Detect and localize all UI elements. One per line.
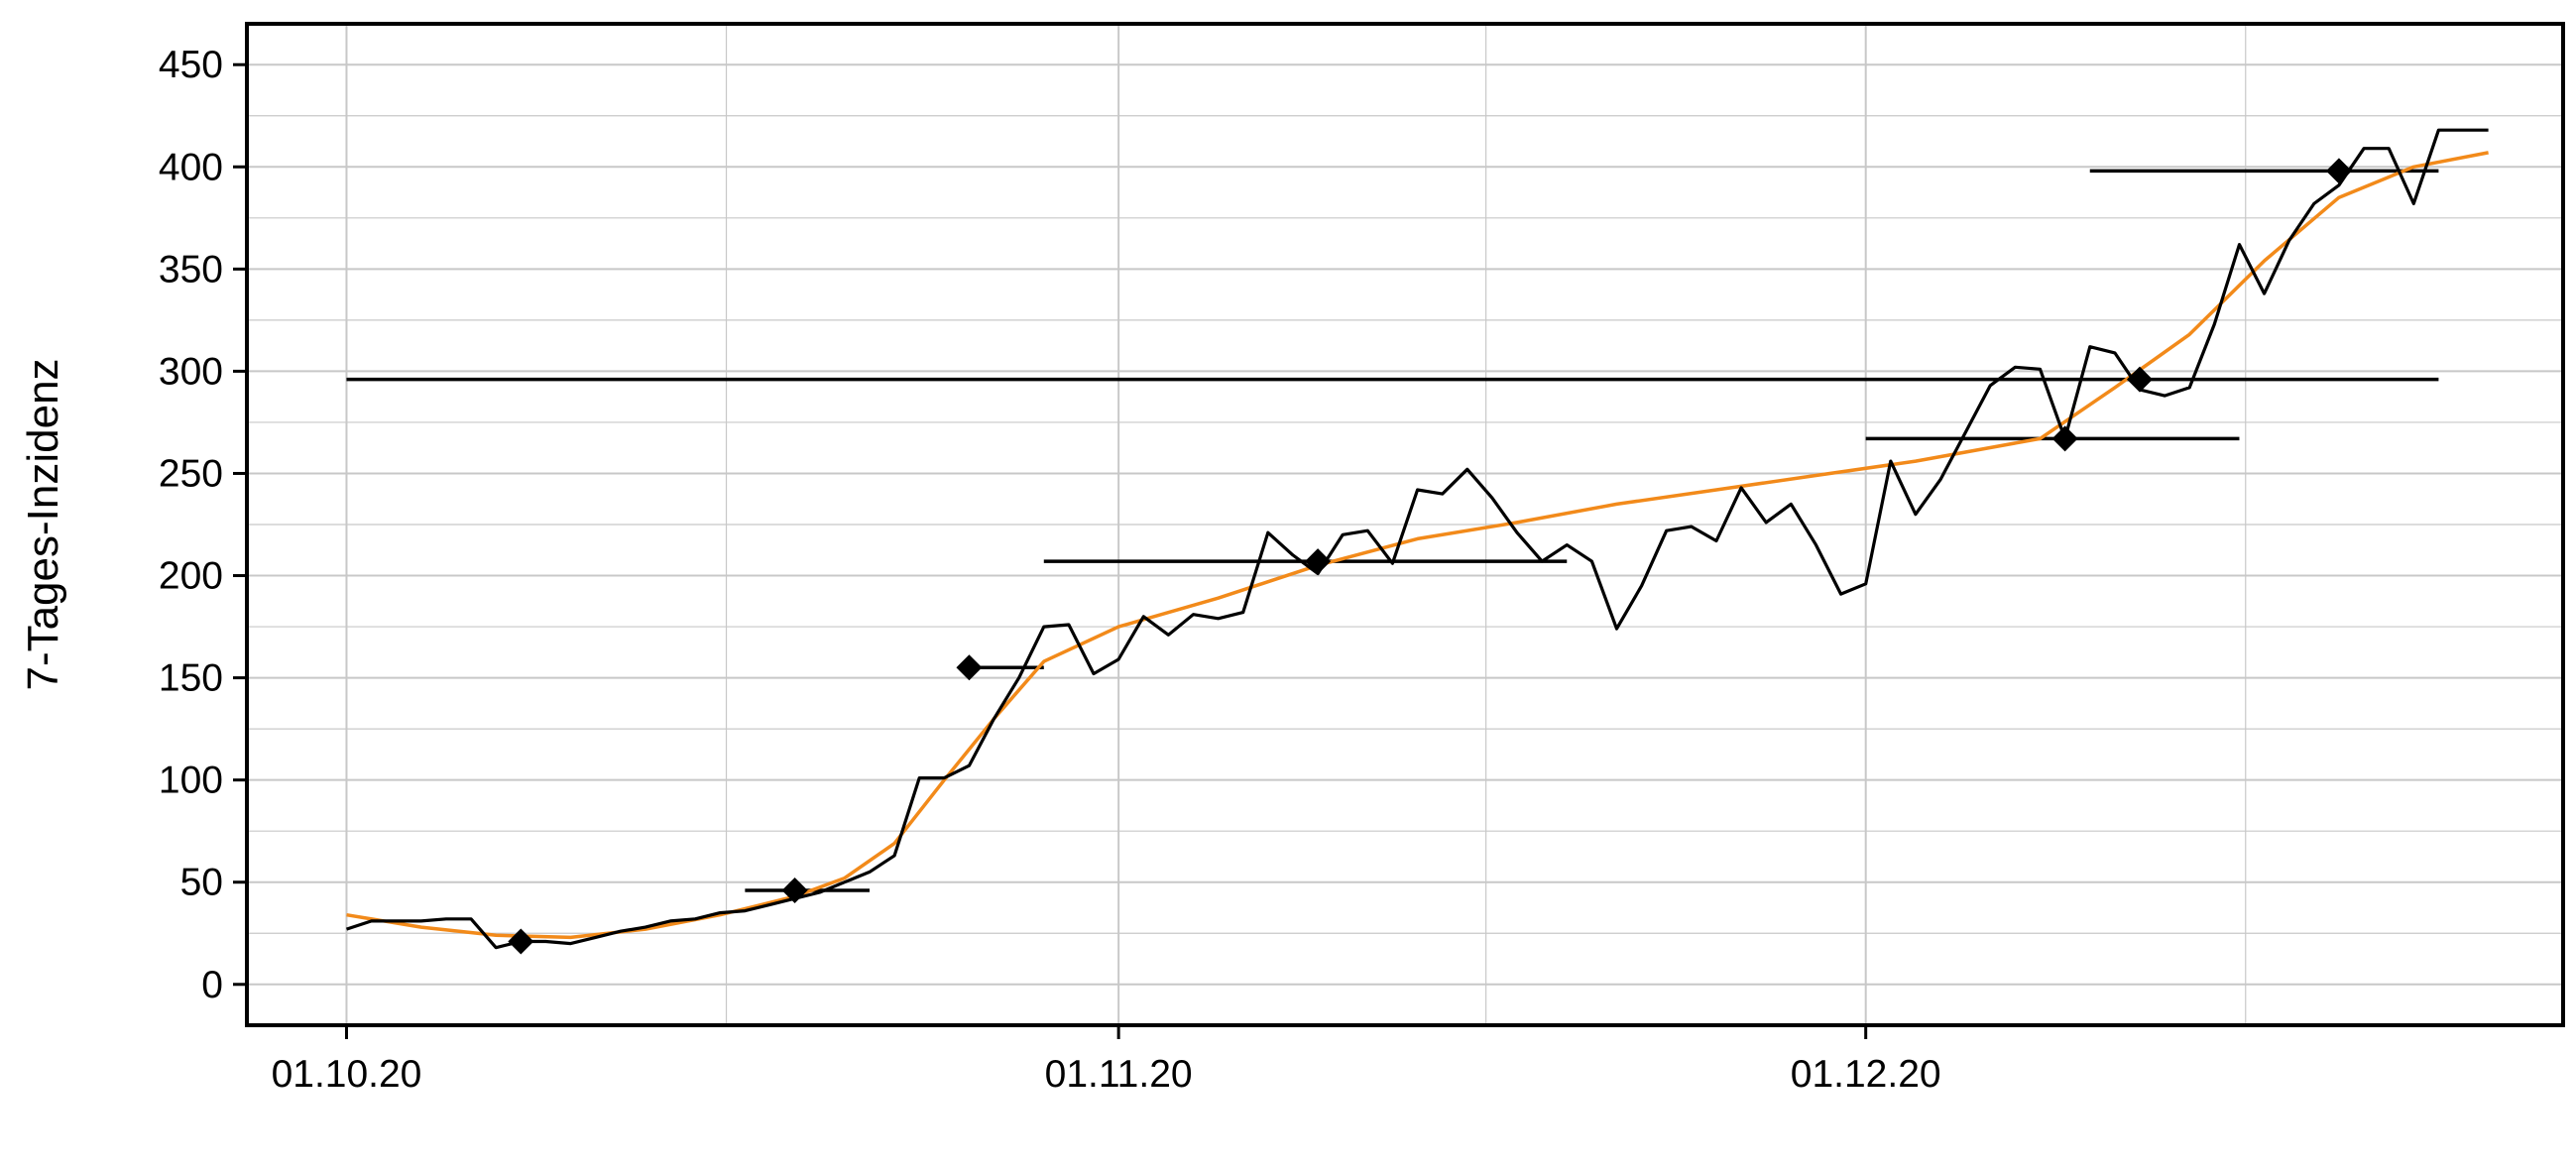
y-tick-label: 0: [201, 964, 223, 1006]
y-tick-label: 400: [159, 146, 223, 188]
plot-frame: [245, 22, 2565, 1027]
fitted-line: [346, 151, 2489, 940]
y-tick-label: 100: [159, 760, 223, 802]
y-axis: 0 50 100 150 200 250 300 350 400 450: [159, 44, 247, 1006]
grid: [247, 24, 2563, 1025]
diamond-marker: [781, 877, 808, 903]
diamond-marker: [2126, 366, 2153, 393]
diamond-marker: [956, 654, 983, 681]
diamond-marker: [2051, 425, 2078, 452]
diamond-markers: [508, 158, 2352, 955]
x-axis: 01.10.20 01.11.20 01.12.20: [272, 1025, 1941, 1096]
y-axis-title: 7-Tages-Inzidenz: [19, 358, 67, 690]
y-tick-label: 200: [159, 555, 223, 598]
y-tick-label: 350: [159, 248, 223, 291]
x-tick-label: 01.10.20: [272, 1053, 422, 1096]
x-tick-label: 01.12.20: [1791, 1053, 1941, 1096]
y-tick-label: 300: [159, 350, 223, 393]
diamond-marker: [1305, 548, 1332, 575]
y-tick-label: 250: [159, 452, 223, 495]
diamond-marker: [2325, 158, 2352, 184]
y-tick-label: 450: [159, 44, 223, 86]
y-tick-label: 50: [180, 862, 223, 904]
x-tick-label: 01.11.20: [1045, 1053, 1193, 1096]
y-tick-label: 150: [159, 657, 223, 700]
diamond-marker: [508, 928, 534, 955]
